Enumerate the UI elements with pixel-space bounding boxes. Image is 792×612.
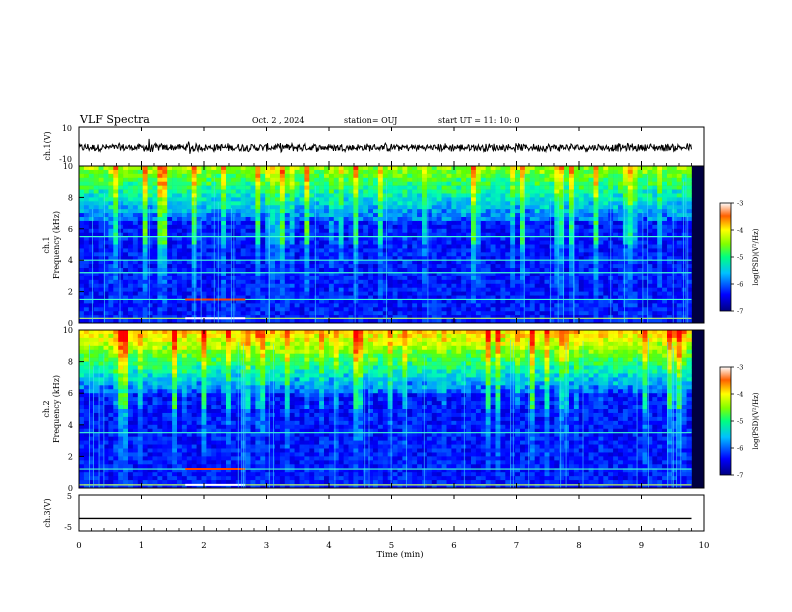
ch1-colorbar-tick: -5	[737, 254, 743, 262]
ch2-spec-ytick: 0	[68, 484, 73, 493]
x-tick-label: 0	[76, 541, 81, 551]
ch1-colorbar-label: log(PSD)(V²/Hz)	[752, 228, 760, 285]
ch1-spec-ytick: 0	[68, 319, 73, 328]
ch1-ylabel: ch.1(V)	[43, 131, 52, 160]
ch2-spectrogram-image	[79, 330, 692, 489]
header-start: start UT = 11: 10: 0	[438, 116, 519, 125]
ch1-panel: 10 -10 ch.1(V)	[43, 124, 705, 167]
ch1-spec-ylabel-ch: ch.1	[42, 236, 51, 253]
ch2-spec-ytick: 6	[68, 389, 73, 398]
ch2-spec-ytick: 2	[68, 452, 73, 461]
ch1-colorbar-tick: -4	[737, 227, 743, 235]
ch1-spec-ytick: 10	[63, 162, 73, 171]
ch2-colorbar-tick: -4	[737, 391, 743, 399]
ch1-spectrogram-image	[79, 166, 692, 324]
ch3-ytick-bottom: -5	[64, 523, 72, 532]
x-axis-label: Time (min)	[376, 549, 423, 560]
x-tick-label: 8	[576, 541, 581, 551]
x-tick-label: 7	[514, 541, 519, 551]
ch2-colorbar-tick: -3	[737, 364, 743, 372]
ch1-spec-ytick: 2	[68, 288, 73, 297]
ch3-ylabel: ch.3(V)	[43, 498, 52, 527]
x-tick-label: 4	[326, 541, 331, 551]
ch1-spec-ytick: 8	[68, 193, 73, 202]
ch2-spec-ytick: 4	[68, 421, 73, 430]
ch1-colorbar-tick: -3	[737, 200, 743, 208]
ch2-spec-ytick: 8	[68, 358, 73, 367]
ch2-colorbar	[719, 366, 732, 476]
ch1-waveform-line	[78, 138, 692, 154]
ch1-spec-ytick: 6	[68, 225, 73, 234]
x-tick-label: 9	[639, 541, 644, 551]
x-tick-label: 3	[264, 541, 269, 551]
ch2-spec-ytick: 10	[63, 326, 73, 335]
header-date: Oct. 2 , 2024	[252, 116, 304, 125]
ch1-ytick-bottom: -10	[59, 155, 72, 164]
x-tick-label: 1	[139, 541, 144, 551]
ch1-colorbar-tick: -6	[737, 281, 743, 289]
ch3-panel: 5 -5 ch.3(V)	[43, 492, 705, 532]
x-tick-label: 2	[201, 541, 206, 551]
ch1-trace	[78, 138, 692, 154]
ch1-spec-ylabel-freq: Frequency (kHz)	[52, 211, 61, 279]
header-station: station= OUJ	[344, 116, 397, 125]
figure-title: VLF Spectra	[79, 113, 150, 126]
ch1-ytick-top: 10	[62, 124, 72, 133]
ch2-colorbar-tick: -7	[737, 472, 743, 480]
x-axis: 0 1 2 3 4 5 6 7 8 9 10	[76, 127, 709, 551]
ch2-colorbar-tick: -5	[737, 418, 743, 426]
x-tick-label: 5	[389, 541, 394, 551]
x-tick-label: 6	[451, 541, 456, 551]
ch2-spec-ylabel-ch: ch.2	[42, 400, 51, 417]
ch1-spec-ytick: 4	[68, 256, 73, 265]
ch1-colorbar-tick: -7	[737, 308, 743, 316]
ch2-colorbar-label: log(PSD)(V²/Hz)	[752, 392, 760, 449]
x-tick-label: 10	[699, 541, 710, 551]
ch2-colorbar-tick: -6	[737, 445, 743, 453]
ch3-ytick-top: 5	[67, 492, 72, 501]
ch2-spec-ylabel-freq: Frequency (kHz)	[52, 375, 61, 443]
ch1-colorbar	[719, 202, 732, 312]
